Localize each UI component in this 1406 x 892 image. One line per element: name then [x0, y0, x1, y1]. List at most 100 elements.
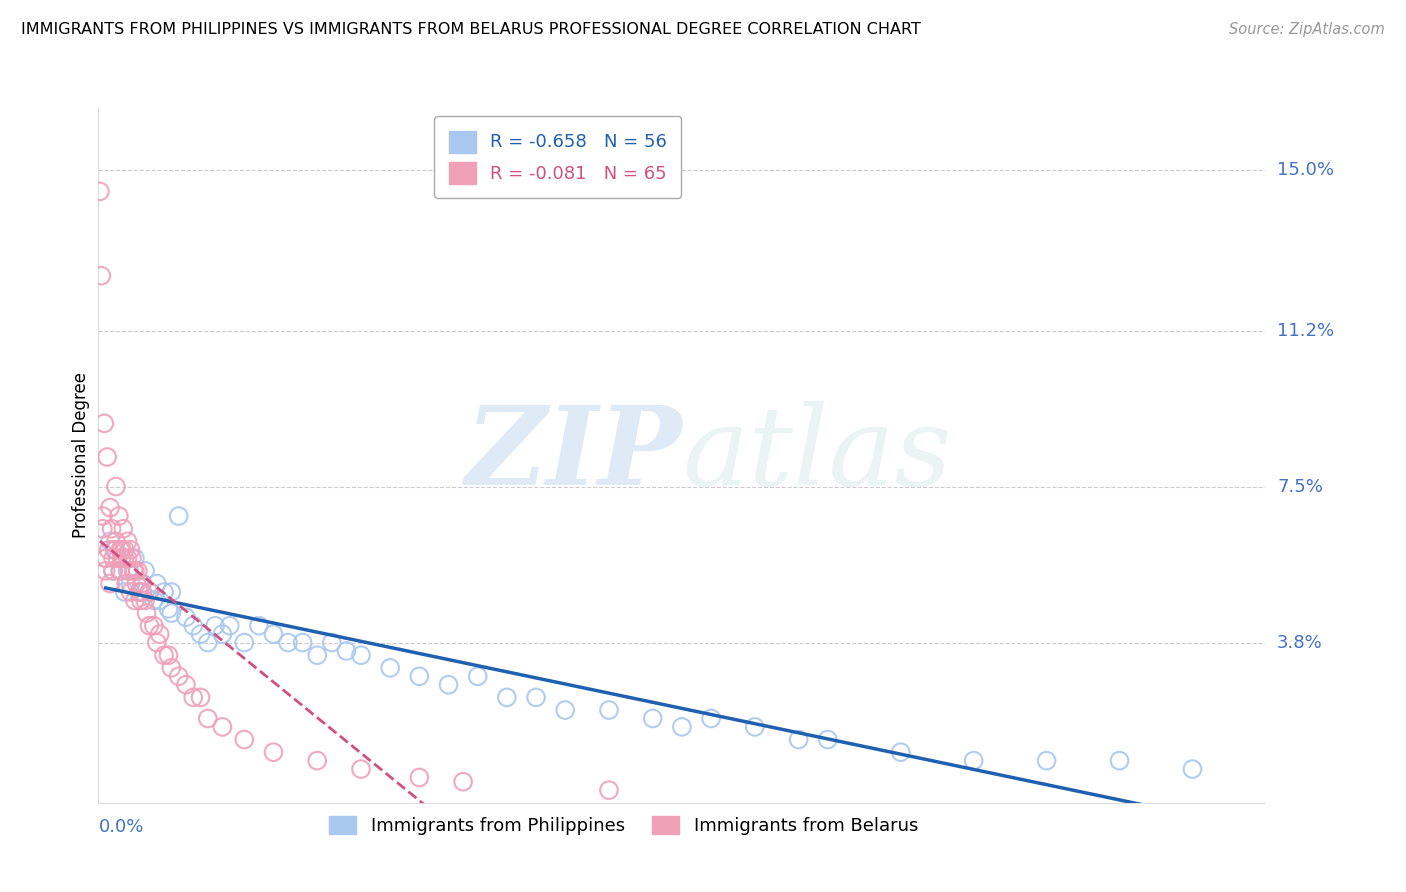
Point: [104, 534, 127, 549]
Y-axis label: Professional Degree: Professional Degree: [72, 372, 90, 538]
Point: [127, 564, 149, 578]
Point: [128, 585, 150, 599]
Point: [598, 703, 620, 717]
Point: [120, 585, 142, 599]
Point: [890, 745, 912, 759]
Point: [91, 522, 114, 536]
Point: [94, 551, 117, 566]
Point: [218, 618, 240, 632]
Point: [131, 585, 153, 599]
Point: [94, 551, 117, 566]
Point: [451, 774, 474, 789]
Point: [262, 627, 284, 641]
Point: [167, 669, 190, 683]
Point: [101, 564, 124, 578]
Point: [121, 551, 143, 566]
Text: IMMIGRANTS FROM PHILIPPINES VS IMMIGRANTS FROM BELARUS PROFESSIONAL DEGREE CORRE: IMMIGRANTS FROM PHILIPPINES VS IMMIGRANT…: [21, 22, 921, 37]
Text: atlas: atlas: [682, 401, 952, 508]
Point: [408, 669, 430, 683]
Point: [142, 593, 165, 607]
Point: [153, 585, 176, 599]
Point: [100, 522, 122, 536]
Point: [124, 551, 146, 566]
Point: [118, 564, 141, 578]
Text: 0.0%: 0.0%: [98, 818, 143, 836]
Point: [97, 542, 120, 557]
Point: [131, 576, 153, 591]
Point: [138, 618, 160, 632]
Point: [104, 542, 127, 557]
Point: [114, 542, 136, 557]
Point: [554, 703, 576, 717]
Text: Source: ZipAtlas.com: Source: ZipAtlas.com: [1229, 22, 1385, 37]
Point: [93, 417, 115, 431]
Point: [101, 551, 124, 566]
Point: [134, 593, 156, 607]
Point: [98, 500, 121, 515]
Point: [524, 690, 547, 705]
Point: [98, 576, 121, 591]
Point: [131, 576, 153, 591]
Point: [153, 648, 176, 663]
Point: [671, 720, 693, 734]
Point: [380, 661, 402, 675]
Point: [122, 564, 145, 578]
Point: [110, 564, 132, 578]
Point: [174, 610, 197, 624]
Point: [112, 522, 135, 536]
Point: [157, 648, 180, 663]
Point: [598, 783, 620, 797]
Point: [233, 732, 256, 747]
Point: [1035, 754, 1057, 768]
Text: 7.5%: 7.5%: [1277, 477, 1323, 496]
Point: [277, 635, 299, 649]
Point: [211, 720, 233, 734]
Point: [335, 644, 357, 658]
Point: [110, 542, 132, 557]
Point: [125, 576, 148, 591]
Point: [128, 585, 150, 599]
Point: [114, 585, 136, 599]
Point: [291, 635, 314, 649]
Point: [160, 585, 183, 599]
Point: [104, 479, 127, 493]
Point: [160, 661, 183, 675]
Point: [103, 542, 125, 557]
Point: [787, 732, 810, 747]
Point: [307, 754, 329, 768]
Point: [817, 732, 839, 747]
Point: [108, 509, 131, 524]
Point: [124, 593, 146, 607]
Point: [160, 606, 183, 620]
Point: [437, 678, 460, 692]
Point: [111, 551, 134, 566]
Point: [149, 593, 172, 607]
Point: [204, 618, 226, 632]
Point: [134, 564, 156, 578]
Point: [1181, 762, 1204, 776]
Point: [138, 585, 160, 599]
Point: [135, 606, 157, 620]
Point: [129, 593, 152, 607]
Point: [146, 635, 169, 649]
Point: [114, 551, 136, 566]
Point: [408, 771, 430, 785]
Text: ZIP: ZIP: [465, 401, 682, 508]
Point: [181, 690, 204, 705]
Point: [262, 745, 284, 759]
Point: [120, 576, 142, 591]
Point: [157, 602, 180, 616]
Point: [167, 509, 190, 524]
Point: [138, 585, 160, 599]
Legend: Immigrants from Philippines, Immigrants from Belarus: Immigrants from Philippines, Immigrants …: [322, 809, 925, 842]
Point: [117, 564, 139, 578]
Point: [174, 678, 197, 692]
Point: [197, 635, 219, 649]
Point: [211, 627, 233, 641]
Text: 15.0%: 15.0%: [1277, 161, 1334, 179]
Point: [120, 542, 142, 557]
Point: [350, 648, 373, 663]
Point: [190, 690, 212, 705]
Point: [190, 627, 212, 641]
Point: [105, 551, 128, 566]
